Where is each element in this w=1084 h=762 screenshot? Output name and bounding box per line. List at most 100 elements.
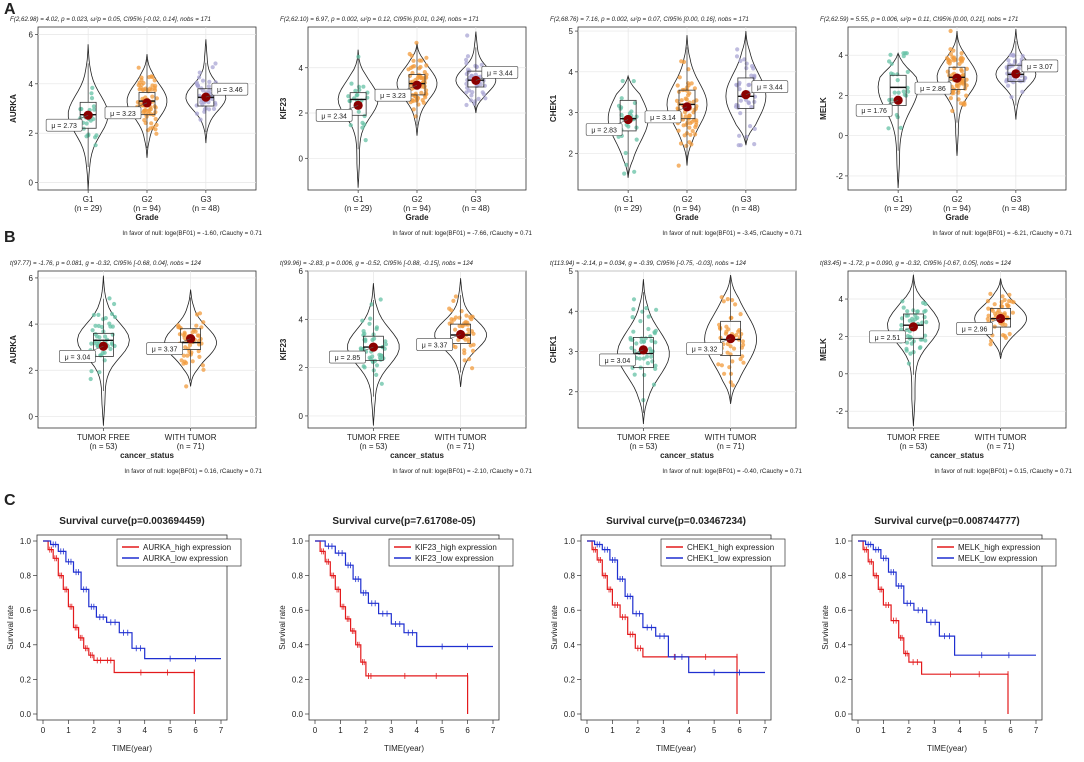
- data-point: [91, 104, 96, 109]
- data-point: [95, 344, 100, 349]
- x-tick-count: (n = 94): [943, 204, 971, 213]
- x-axis-label: Grade: [945, 213, 969, 222]
- data-point: [988, 291, 993, 296]
- data-point: [152, 88, 158, 93]
- data-point: [945, 56, 950, 61]
- data-point: [201, 367, 206, 372]
- data-point: [150, 94, 155, 99]
- data-point: [408, 65, 413, 70]
- data-point: [358, 346, 363, 351]
- mean-label-box: [416, 338, 453, 351]
- data-point: [674, 98, 680, 103]
- data-point: [905, 309, 910, 314]
- box: [408, 74, 426, 96]
- data-point: [453, 315, 458, 320]
- x-tick-label: 2: [92, 726, 97, 735]
- data-point: [145, 128, 151, 133]
- data-point: [1017, 78, 1022, 83]
- x-tick-label: G2: [682, 195, 693, 204]
- data-point: [89, 96, 95, 101]
- x-tick-label: G3: [1011, 195, 1022, 204]
- data-point: [734, 82, 739, 87]
- data-point: [1020, 53, 1025, 59]
- data-point: [414, 40, 419, 45]
- x-tick-count: (n = 53): [360, 442, 388, 451]
- data-point: [419, 90, 424, 95]
- x-tick-label: G2: [952, 195, 963, 204]
- y-tick-label: 0.8: [292, 572, 304, 581]
- data-point: [889, 97, 895, 102]
- data-point: [136, 65, 141, 70]
- y-tick-label: 0.2: [292, 675, 304, 684]
- data-point: [96, 312, 101, 317]
- y-tick-label: 2: [569, 149, 574, 158]
- data-point: [641, 356, 646, 361]
- data-point: [473, 99, 478, 104]
- x-tick-label: WITH TUMOR: [435, 433, 487, 442]
- data-point: [478, 82, 483, 87]
- legend-box: [116, 538, 242, 567]
- subtitle: F(2,68.76) = 7.16, p = 0.002, ω²p = 0.07…: [550, 16, 749, 23]
- data-point: [1002, 333, 1007, 338]
- data-point: [468, 343, 473, 348]
- data-point: [154, 131, 159, 136]
- y-tick-label: 0.4: [292, 641, 304, 650]
- data-point: [631, 79, 636, 84]
- data-point: [634, 341, 639, 346]
- data-point: [447, 321, 452, 326]
- y-tick-label: 0.2: [835, 675, 847, 684]
- legend-label: CHEK1_low expression: [687, 554, 771, 563]
- data-point: [736, 329, 741, 334]
- data-point: [632, 372, 637, 377]
- x-tick-label: 5: [712, 726, 717, 735]
- y-tick-label: 0.6: [835, 606, 847, 615]
- data-point: [197, 354, 202, 359]
- y-tick-label: 5: [569, 27, 574, 36]
- data-point: [424, 72, 429, 77]
- data-point: [1007, 292, 1012, 297]
- data-point: [644, 306, 649, 311]
- survival-plot-3: Survival curve(p=0.008744777) 0.0 0.2 0.4 0.…: [821, 516, 1057, 753]
- survival-line-low: [858, 540, 1036, 656]
- data-point: [679, 98, 684, 103]
- box: [138, 92, 156, 116]
- data-point: [904, 346, 909, 351]
- y-tick-label: 0.4: [835, 641, 847, 650]
- violin-0: [337, 49, 379, 188]
- data-point: [479, 62, 484, 67]
- data-point: [100, 350, 105, 356]
- y-tick-label: 0.2: [20, 675, 32, 684]
- data-point: [411, 107, 416, 112]
- data-point: [694, 122, 699, 128]
- x-tick-label: 7: [219, 726, 224, 735]
- y-tick-label: 0.0: [292, 710, 304, 719]
- data-point: [197, 70, 202, 75]
- data-point: [1004, 79, 1009, 84]
- x-tick-label: WITH TUMOR: [165, 433, 217, 442]
- data-point: [453, 345, 458, 350]
- data-point: [689, 142, 694, 147]
- data-point: [642, 372, 647, 378]
- data-point: [989, 338, 994, 343]
- x-tick-count: (n = 71): [447, 442, 475, 451]
- survival-line-low: [43, 540, 221, 660]
- x-tick-label: TUMOR FREE: [887, 433, 940, 442]
- data-point: [153, 127, 158, 132]
- y-tick-label: 6: [299, 267, 304, 276]
- data-point: [462, 351, 467, 356]
- x-tick-label: 6: [193, 726, 198, 735]
- data-point: [752, 99, 757, 104]
- mean-label: μ = 3.07: [1027, 64, 1053, 71]
- data-point: [719, 363, 725, 368]
- data-point: [956, 83, 961, 89]
- data-point: [411, 58, 416, 63]
- data-point: [986, 306, 991, 311]
- survival-plot-2: Survival curve(p=0.03467234) 0.0 0.2 0.4 0.6…: [550, 516, 786, 753]
- violin-2: [725, 31, 767, 146]
- data-point: [923, 301, 928, 306]
- data-point: [959, 51, 964, 56]
- data-point: [738, 98, 744, 103]
- data-point: [678, 141, 684, 146]
- data-point: [196, 349, 201, 354]
- data-point: [676, 128, 681, 133]
